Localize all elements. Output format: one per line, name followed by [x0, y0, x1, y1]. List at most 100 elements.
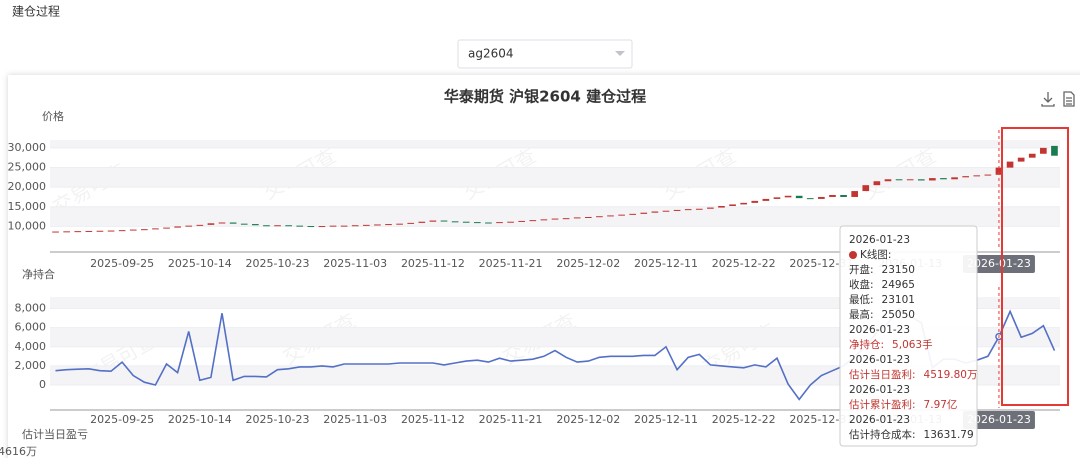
select[interactable]: ag2604: [457, 39, 633, 69]
y-tick-label: 8,000: [15, 301, 47, 314]
candle: [74, 231, 82, 233]
x-tick-label: 2025-09-25: [90, 257, 154, 270]
candle: [1040, 147, 1047, 154]
y-tick-label: 4,000: [15, 340, 47, 353]
candle: [374, 224, 381, 226]
candle: [684, 209, 692, 211]
x-tick-label: 2025-10-14: [168, 413, 232, 426]
candle: [584, 217, 592, 218]
candle: [1028, 153, 1036, 158]
split-area: [50, 365, 1060, 386]
tooltip-value: 4519.80万: [924, 369, 978, 381]
candle: [573, 217, 581, 219]
candle: [673, 209, 681, 211]
x-tick-label: 2025-12-22: [712, 257, 776, 270]
candle: [806, 198, 814, 200]
candle: [540, 219, 548, 221]
candle: [307, 226, 315, 228]
tooltip-label: 2026-01-23: [849, 414, 910, 426]
candle: [829, 195, 836, 197]
candle: [729, 204, 736, 206]
split-area: [50, 327, 1060, 347]
candle: [473, 222, 481, 224]
tooltip-label: 估计累计盈利:: [849, 398, 916, 411]
y-tick-label: 25,000: [8, 161, 47, 174]
candle: [440, 220, 448, 222]
candle: [407, 222, 415, 224]
x-tick-label: 2025-10-23: [246, 257, 310, 270]
select-box[interactable]: [457, 39, 633, 69]
data-view-icon[interactable]: [1063, 91, 1075, 107]
candle: [840, 195, 847, 197]
candle: [318, 226, 326, 228]
chart-title: 华泰期货 沪银2604 建仓过程: [444, 88, 646, 106]
candle: [429, 220, 437, 222]
candle: [596, 216, 603, 218]
tooltip-value: 23101: [882, 294, 915, 306]
candle: [562, 218, 570, 220]
candle: [940, 178, 947, 180]
candle: [263, 225, 270, 227]
tooltip-label: 2026-01-23: [849, 354, 910, 366]
x-tick-label: 2025-10-23: [246, 413, 310, 426]
x-tick-label: 2025-11-21: [479, 413, 543, 426]
candle: [862, 185, 870, 192]
tooltip-label: 最低:: [849, 293, 874, 306]
tooltip-label: 最高:: [849, 308, 874, 321]
candle: [818, 196, 825, 199]
tooltip-value: 5,063手: [892, 338, 933, 351]
tooltip-box: [839, 225, 978, 447]
candle: [507, 221, 514, 223]
y-tick-label: 0: [39, 378, 46, 391]
select-value[interactable]: ag2604: [468, 47, 514, 61]
download-icon[interactable]: [1041, 92, 1055, 107]
candle: [995, 167, 1003, 175]
x-tick-label: 2025-11-03: [323, 413, 387, 426]
candle: [973, 175, 981, 177]
y-tick-label: 30,000: [8, 141, 47, 154]
tooltip-label: 2026-01-23: [849, 384, 910, 396]
y-tick-label: 4616万: [0, 445, 37, 458]
select-arrow[interactable]: [615, 51, 625, 56]
candle: [85, 230, 93, 232]
candle: [618, 214, 625, 216]
split-area: [50, 297, 1060, 309]
candle: [784, 195, 792, 198]
x-tick-label: 2025-11-12: [401, 413, 465, 426]
candle: [385, 224, 392, 226]
tooltip-label: 2026-01-23: [849, 324, 910, 336]
y-axis-label: 价格: [42, 109, 64, 123]
candle: [662, 210, 670, 212]
tooltip-value: 23150: [882, 264, 915, 276]
x-tick-label: 2025-11-21: [479, 257, 543, 270]
candle: [951, 177, 958, 180]
candle: [929, 178, 936, 181]
candle: [207, 223, 215, 225]
candle: [218, 222, 226, 224]
split-area: [50, 167, 1060, 188]
legend-dot: [849, 251, 857, 259]
candle: [340, 225, 348, 227]
y-tick-label: 6,000: [15, 321, 47, 334]
x-tick-label: 2025-12-02: [556, 413, 620, 426]
y-axis-label: 估计当日盈亏: [22, 427, 88, 441]
y-axis-label: 净持合: [22, 267, 55, 281]
y-tick-label: 2,000: [15, 359, 47, 372]
candle: [96, 230, 104, 232]
x-tick-label: 2025-12-22: [712, 413, 776, 426]
candle: [917, 179, 925, 181]
candle: [773, 197, 781, 199]
candle: [462, 221, 470, 223]
candle: [607, 215, 614, 217]
x-tick-label: 2025-11-03: [323, 257, 387, 270]
y-tick-label: 15,000: [8, 200, 47, 213]
candle: [451, 221, 459, 223]
candle: [984, 174, 992, 176]
candle: [63, 231, 70, 233]
candle: [795, 195, 803, 199]
candle: [285, 225, 292, 227]
x-tick-label: 2025-12-31: [789, 413, 853, 426]
candle: [718, 206, 725, 208]
split-area: [50, 140, 1060, 148]
crosshair-label: 2026-01-23: [967, 257, 1031, 270]
